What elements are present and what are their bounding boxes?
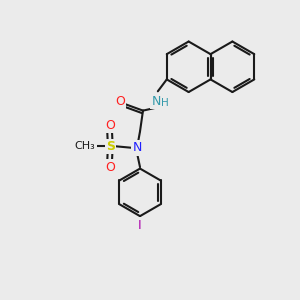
Text: N: N — [132, 141, 142, 154]
Text: CH₃: CH₃ — [75, 141, 95, 151]
Text: N: N — [152, 95, 161, 108]
Text: H: H — [160, 98, 168, 109]
Text: O: O — [115, 95, 125, 108]
Text: S: S — [106, 140, 115, 153]
Text: O: O — [105, 160, 115, 174]
Text: I: I — [138, 218, 142, 232]
Text: O: O — [105, 119, 115, 132]
